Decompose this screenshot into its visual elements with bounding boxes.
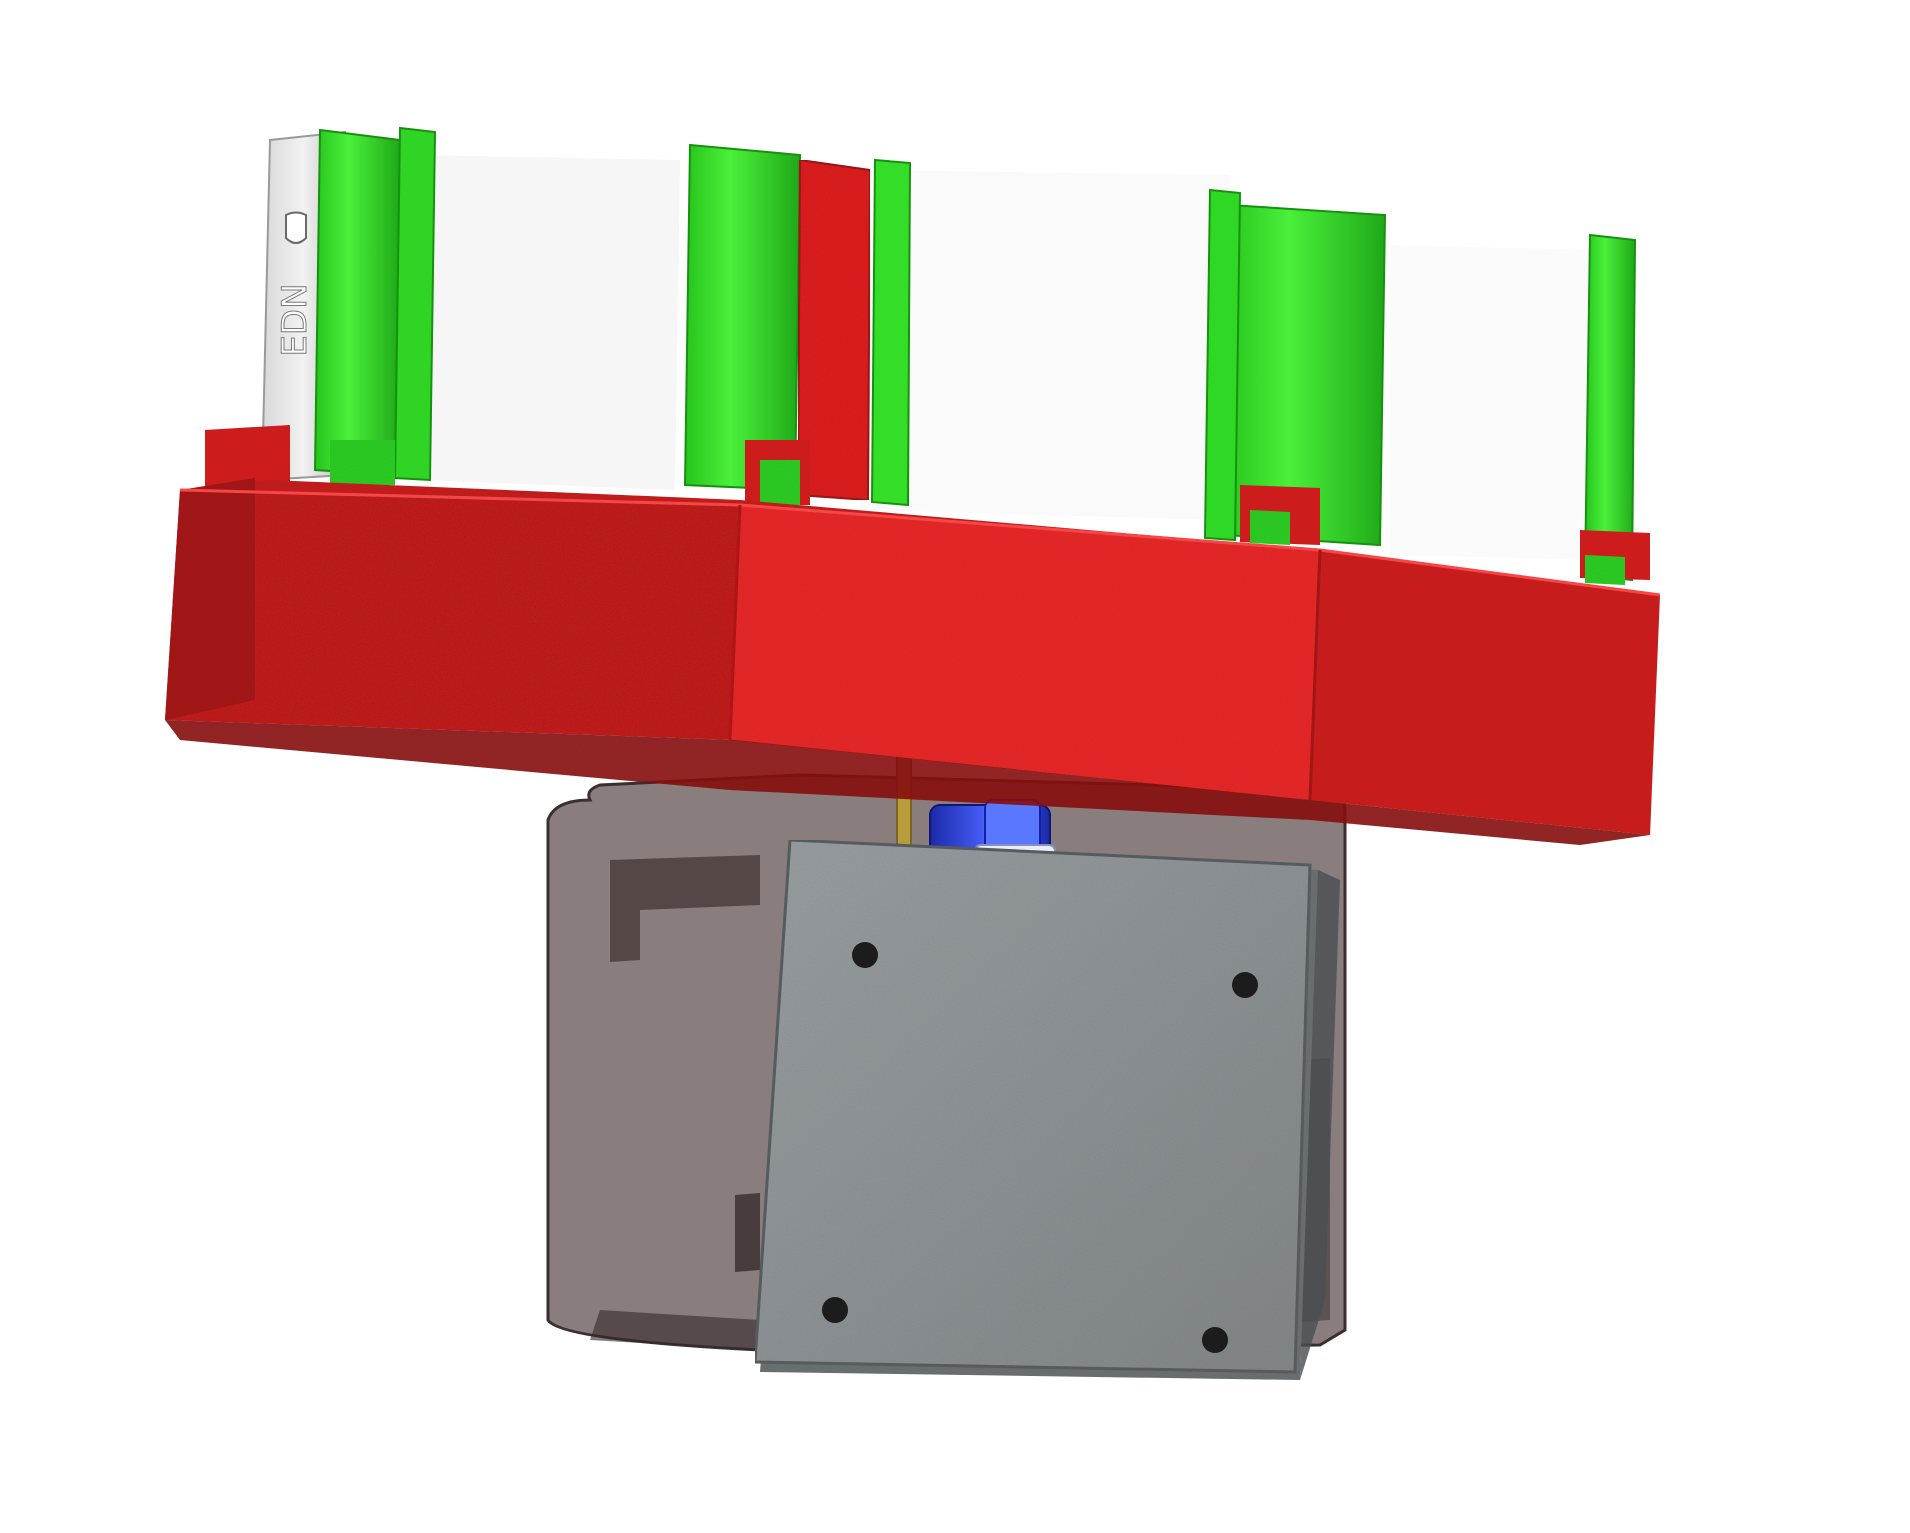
card-logo-icon (285, 211, 307, 244)
mounting-hole (852, 942, 878, 968)
slot-guide-1 (313, 128, 402, 477)
mounting-plate (753, 838, 1340, 1380)
card-center (420, 155, 680, 490)
mounting-hole (1232, 972, 1258, 998)
mounting-hole (822, 1297, 848, 1323)
slot-guide-4 (1583, 233, 1637, 582)
card-label: EDN (275, 283, 315, 356)
red-base (165, 425, 1661, 845)
mounting-hole (1202, 1327, 1228, 1353)
slot-guide-2 (683, 143, 802, 492)
card-far-right (1390, 245, 1600, 560)
card-right (860, 170, 1230, 520)
